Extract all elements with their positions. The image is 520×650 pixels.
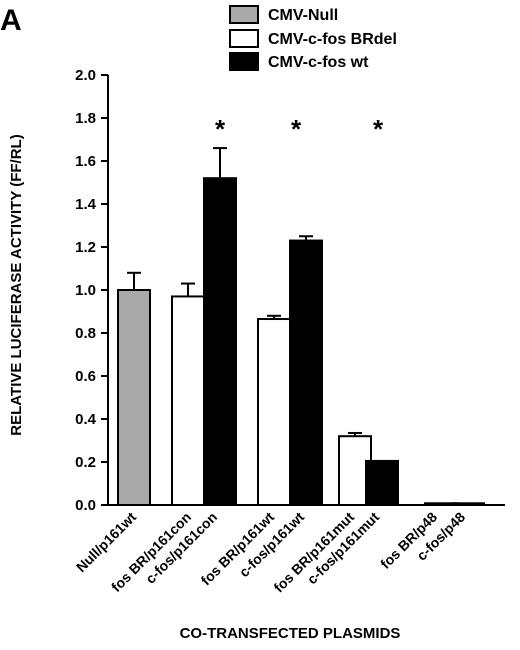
significance-markers: * * *: [215, 114, 384, 144]
significance-star: *: [373, 114, 384, 144]
y-tick-label: 2.0: [75, 67, 96, 84]
y-tick-label: 1.6: [75, 153, 96, 170]
bar-c-fos-p161wt: [289, 239, 323, 507]
y-tick-label: 1.4: [75, 196, 97, 213]
legend-swatch: [229, 5, 259, 24]
legend-swatch: [229, 29, 259, 48]
y-tick-label: 0.2: [75, 454, 96, 471]
y-tick-label: 0.0: [75, 497, 96, 514]
y-tick-label: 1.0: [75, 282, 96, 299]
x-axis-title: CO-TRANSFECTED PLASMIDS: [180, 625, 401, 642]
bar-c-fos-p161con: [203, 177, 237, 506]
legend-label: CMV-Null: [268, 7, 338, 24]
y-tick-label: 0.6: [75, 368, 96, 385]
y-tick-label: 1.2: [75, 239, 96, 256]
significance-star: *: [291, 114, 302, 144]
legend-label: CMV-c-fos BRdel: [268, 31, 397, 48]
y-tick-label: 1.8: [75, 110, 96, 127]
bar-fos-br-p161con: [171, 295, 205, 507]
bars: [117, 147, 485, 507]
panel-label: A: [0, 4, 22, 37]
legend-swatch: [229, 52, 259, 71]
y-axis-title: RELATIVE LUCIFERASE ACTIVITY (FF/RL): [8, 134, 25, 435]
legend: CMV-Null CMV-c-fos BRdel CMV-c-fos wt: [229, 5, 397, 71]
significance-star: *: [215, 114, 226, 144]
bar-null-p161wt: [117, 289, 151, 506]
bar-c-fos-p161mut: [365, 459, 399, 506]
legend-label: CMV-c-fos wt: [268, 54, 369, 71]
bar-fos-br-p161wt: [257, 318, 291, 506]
y-axis: 0.0 0.2 0.4 0.6 0.8 1.0 1.2 1.4 1.6 1.8 2.0: [75, 67, 109, 514]
y-tick-label: 0.8: [75, 325, 96, 342]
bar-c-fos-p48: [451, 502, 485, 506]
y-tick-label: 0.4: [75, 411, 97, 428]
